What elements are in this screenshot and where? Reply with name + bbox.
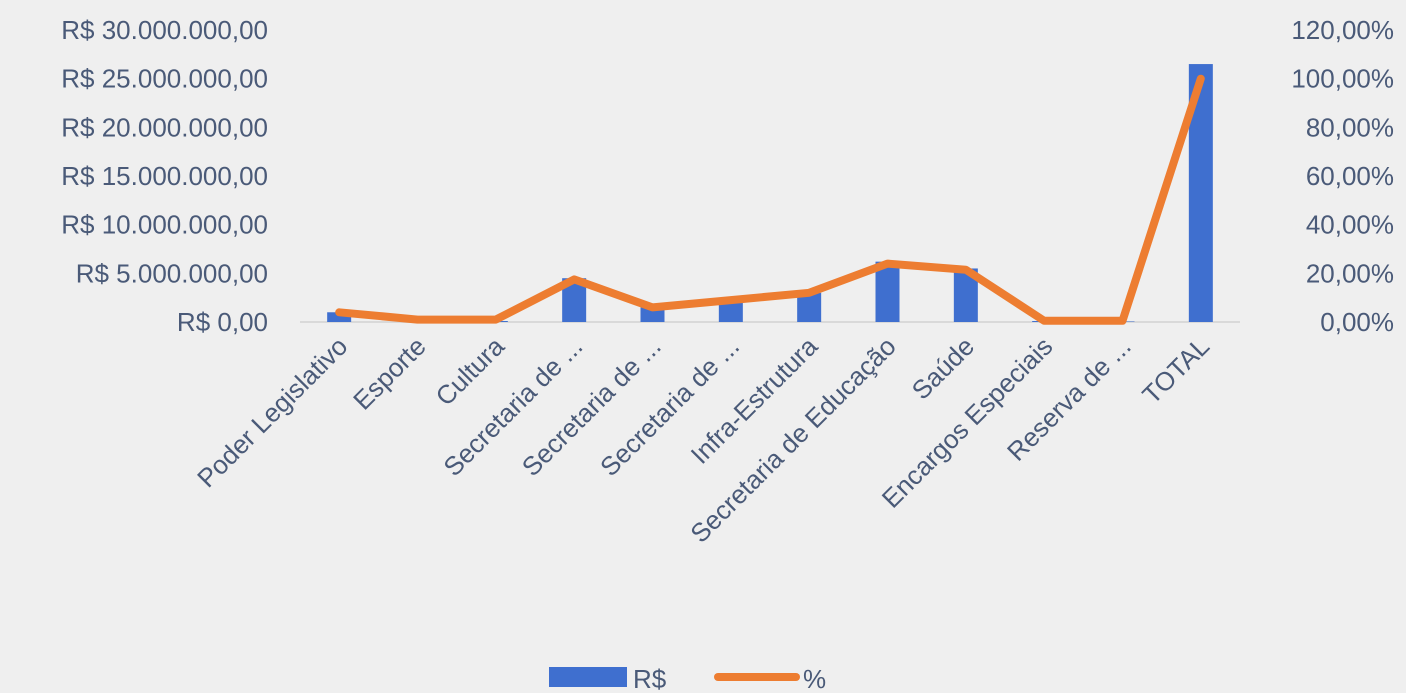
bar-0 bbox=[327, 312, 352, 322]
right-axis-tick-label: 40,00% bbox=[1306, 210, 1394, 240]
legend-label-bar: R$ bbox=[633, 664, 667, 693]
category-label: Poder Legislativo bbox=[191, 331, 353, 493]
left-axis-tick-label: R$ 0,00 bbox=[177, 307, 268, 337]
right-axis-tick-label: 100,00% bbox=[1291, 64, 1394, 94]
category-label: TOTAL bbox=[1136, 331, 1215, 410]
left-axis-tick-label: R$ 25.000.000,00 bbox=[61, 64, 268, 94]
category-label: Secretaria de ... bbox=[594, 331, 745, 482]
bar-5 bbox=[718, 300, 743, 322]
bar-7 bbox=[875, 261, 900, 322]
left-axis-tick-label: R$ 20.000.000,00 bbox=[61, 112, 268, 142]
left-axis-tick-label: R$ 30.000.000,00 bbox=[61, 15, 268, 45]
category-label: Esporte bbox=[347, 331, 432, 416]
category-label: Saúde bbox=[906, 331, 980, 405]
legend-label-line: % bbox=[803, 664, 826, 693]
bar-6 bbox=[797, 292, 822, 322]
category-label: Secretaria de ... bbox=[437, 331, 588, 482]
right-axis-tick-label: 80,00% bbox=[1306, 112, 1394, 142]
legend-bar-swatch bbox=[549, 667, 627, 687]
left-axis-tick-label: R$ 15.000.000,00 bbox=[61, 161, 268, 191]
right-axis-tick-label: 20,00% bbox=[1306, 258, 1394, 288]
bar-4 bbox=[640, 307, 665, 322]
right-axis-tick-label: 0,00% bbox=[1320, 307, 1394, 337]
left-axis-tick-label: R$ 5.000.000,00 bbox=[76, 258, 268, 288]
category-label: Secretaria de ... bbox=[516, 331, 667, 482]
right-axis-tick-label: 60,00% bbox=[1306, 161, 1394, 191]
percent-series-line bbox=[335, 74, 1205, 325]
left-axis-tick-label: R$ 10.000.000,00 bbox=[61, 210, 268, 240]
right-axis-tick-label: 120,00% bbox=[1291, 15, 1394, 45]
